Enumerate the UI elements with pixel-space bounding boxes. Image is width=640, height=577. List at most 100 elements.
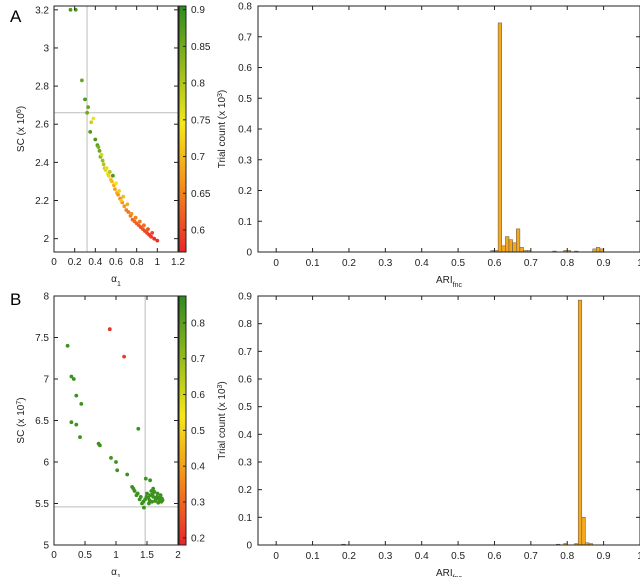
x-tick-label: 0.3 <box>378 258 392 269</box>
x-axis-label: ARIfnc <box>436 275 463 289</box>
x-tick-label: 1.2 <box>171 257 185 268</box>
x-tick-label: 1.5 <box>140 550 154 561</box>
scatter-a-axes: 0 0.2 0.4 0.6 0.8 1 1.2 2 2.2 2.4 2.6 2.8 3 3.2 α1 SC (… <box>16 5 186 287</box>
panel-label-b: B <box>10 290 21 309</box>
y-tick-label: 7.5 <box>35 333 49 344</box>
y-tick-label: 0.1 <box>238 513 252 524</box>
data-point <box>153 497 158 502</box>
y-axis-label: SC (x 106) <box>16 106 28 152</box>
y-tick-label: 6.5 <box>35 416 49 427</box>
data-point <box>68 7 73 12</box>
y-tick-label: 0.4 <box>238 430 252 441</box>
data-point <box>109 456 113 460</box>
data-point <box>138 495 143 499</box>
y-tick-label: 0.7 <box>238 347 252 358</box>
y-tick-label: 8 <box>43 292 49 303</box>
data-point <box>85 110 89 115</box>
data-point <box>117 189 121 193</box>
x-tick-label: 0 <box>273 258 279 269</box>
scatter-a: 0 0.2 0.4 0.6 0.8 1 1.2 2 2.2 2.4 2.6 2.8 3 3.2 α1 SC (… <box>16 5 211 287</box>
plot-frame <box>53 295 179 546</box>
y-tick-label: 0.4 <box>238 125 252 136</box>
data-point <box>137 219 142 224</box>
data-point <box>150 492 155 497</box>
y-tick-label: 6 <box>43 458 49 469</box>
x-tick-label: 0.2 <box>68 257 82 268</box>
colorbar-b: 0.2 0.3 0.4 0.5 0.6 0.7 0.8 <box>178 295 205 546</box>
data-point <box>116 192 120 197</box>
data-point <box>129 212 134 216</box>
data-point <box>97 149 102 153</box>
colorbar-tick-label: 0.6 <box>191 390 205 401</box>
data-point <box>89 120 94 125</box>
y-tick-label: 0.6 <box>238 63 252 74</box>
data-point <box>142 223 146 228</box>
data-point <box>145 491 149 496</box>
plot-frame <box>257 295 640 546</box>
data-point <box>78 435 82 439</box>
data-point <box>101 162 106 167</box>
data-point <box>122 354 126 359</box>
y-tick-label: 2.2 <box>35 196 49 207</box>
y-tick-label: 0.3 <box>238 155 252 166</box>
data-point <box>98 443 102 448</box>
data-point <box>100 158 105 163</box>
data-point <box>136 426 141 431</box>
y-tick-label: 0.2 <box>238 485 252 496</box>
y-tick-label: 0 <box>246 248 252 259</box>
colorbar-tick-label: 0.8 <box>191 79 205 90</box>
y-tick-label: 3 <box>43 43 49 54</box>
data-point <box>152 236 157 241</box>
data-point <box>93 137 98 142</box>
data-point <box>88 130 93 134</box>
data-point <box>131 486 136 491</box>
y-tick-label: 5 <box>43 541 49 552</box>
data-point <box>142 505 146 510</box>
x-tick-label: 0.4 <box>88 257 102 268</box>
y-tick-label: 0.7 <box>238 32 252 43</box>
data-point <box>80 78 84 83</box>
histogram-bar <box>596 247 601 253</box>
x-tick-label: 0.6 <box>488 258 502 269</box>
data-point <box>156 500 161 505</box>
data-point <box>91 116 96 121</box>
y-tick-label: 0.2 <box>238 186 252 197</box>
y-tick-label: 7 <box>43 375 49 386</box>
data-point <box>126 210 131 214</box>
data-point <box>141 499 146 504</box>
colorbar-tick-label: 0.4 <box>191 462 205 473</box>
y-axis-label: Trial count (x 103) <box>217 381 229 460</box>
data-point <box>155 238 160 243</box>
x-tick-label: 0.2 <box>342 258 356 269</box>
colorbar-body <box>178 5 187 253</box>
data-point <box>143 476 148 481</box>
data-point <box>147 498 152 503</box>
x-tick-label: 0.9 <box>597 258 611 269</box>
data-point <box>83 97 87 102</box>
data-point <box>125 202 130 207</box>
colorbar-tick-label: 0.7 <box>191 152 205 163</box>
data-point <box>107 327 112 332</box>
data-point <box>135 491 140 496</box>
data-point <box>96 145 101 150</box>
data-point <box>125 472 130 477</box>
data-point <box>114 460 118 464</box>
y-tick-label: 0 <box>246 541 252 552</box>
data-point <box>110 179 114 184</box>
x-tick-label: 0.7 <box>524 258 538 269</box>
data-point <box>111 173 115 178</box>
data-point <box>156 495 161 500</box>
data-point <box>71 377 76 381</box>
x-tick-label: 0 <box>51 550 57 561</box>
histogram-bar <box>577 299 583 546</box>
x-axis-label: α1 <box>111 567 121 577</box>
histogram-bar <box>512 242 517 253</box>
colorbar-tick-label: 0.5 <box>191 426 205 437</box>
scatter-b-axes: 0 0.5 1 1.5 2 5 5.5 6 6.5 7 7.5 8 α1 SC (x 107) <box>16 292 182 577</box>
y-tick-label: 2.6 <box>35 120 49 131</box>
data-point <box>148 478 153 483</box>
colorbar-tick-label: 0.8 <box>191 318 205 329</box>
scatter-b-marks <box>54 296 178 545</box>
data-point <box>150 231 155 235</box>
colorbar-a: 0.6 0.65 0.7 0.75 0.8 0.85 0.9 <box>178 5 211 253</box>
